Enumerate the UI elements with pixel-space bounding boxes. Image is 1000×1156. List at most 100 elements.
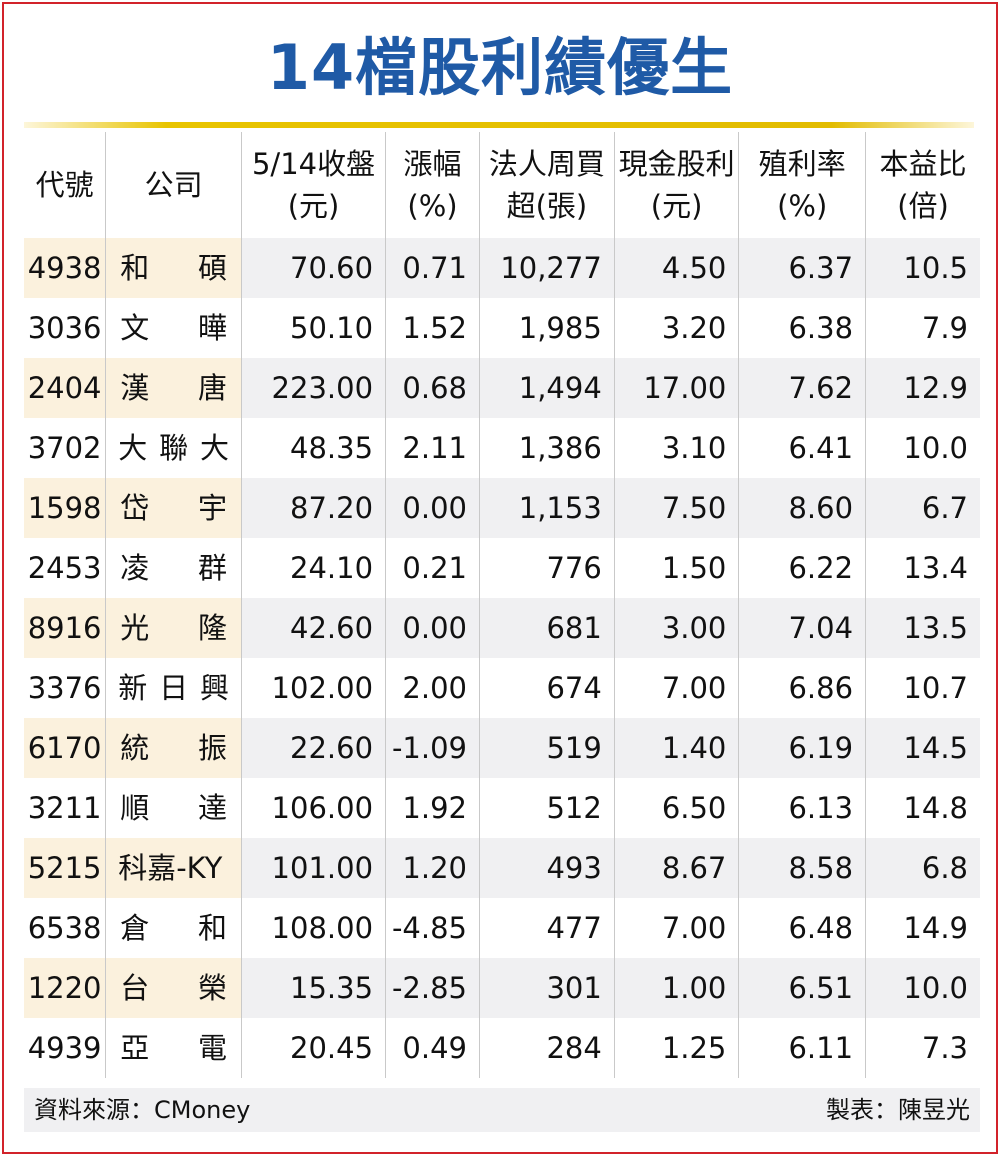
cell-cash: 1.40: [614, 718, 740, 778]
table-header-row: 代號 公司 5/14收盤 (元) 漲幅 (%) 法人周買 超(張) 現金股利 (元) 殖…: [24, 132, 980, 238]
header-institutional-net-buy: 法人周買 超(張): [479, 132, 615, 238]
company-name-part: 凌: [120, 551, 150, 585]
cell-inst: 776: [479, 538, 615, 598]
company-name-part: 碩: [198, 251, 228, 285]
cell-pe: 12.9: [865, 358, 980, 418]
cell-inst: 1,386: [479, 418, 615, 478]
cell-company: 新日興: [105, 658, 243, 718]
table-row: 6170 統振 22.60 -1.09 519 1.40 6.19 14.5: [24, 718, 980, 778]
company-name-part: 亞: [120, 1031, 150, 1065]
cell-change: 0.21: [385, 538, 480, 598]
company-name-part: 達: [198, 791, 228, 825]
cell-company: 統振: [105, 718, 243, 778]
cell-change: -2.85: [385, 958, 480, 1018]
cell-change: -4.85: [385, 898, 480, 958]
company-name-part: 日: [159, 671, 189, 705]
company-name-part: 新: [118, 671, 148, 705]
cell-pe: 10.0: [865, 958, 980, 1018]
table-row: 8916 光隆 42.60 0.00 681 3.00 7.04 13.5: [24, 598, 980, 658]
cell-yield: 7.04: [738, 598, 867, 658]
cell-change: 1.20: [385, 838, 480, 898]
cell-cash: 7.00: [614, 658, 740, 718]
cell-change: 2.00: [385, 658, 480, 718]
cell-code: 3702: [24, 418, 107, 478]
cell-close: 20.45: [241, 1018, 387, 1078]
cell-close: 42.60: [241, 598, 387, 658]
cell-inst: 512: [479, 778, 615, 838]
cell-inst: 674: [479, 658, 615, 718]
cell-company: 順達: [105, 778, 243, 838]
cell-pe: 7.3: [921, 1031, 968, 1065]
cell-cash: 3.20: [614, 298, 740, 358]
header-company: 公司: [105, 132, 243, 238]
cell-code: 5215: [24, 838, 107, 898]
cell-code: 8916: [24, 598, 107, 658]
table-row: 4938 和碩 70.60 0.71 10,277 4.50 6.37 10.5: [24, 238, 980, 298]
cell-yield: 6.11: [738, 1018, 867, 1078]
cell-yield: 6.51: [738, 958, 867, 1018]
company-name-part: 宇: [198, 491, 228, 525]
cell-pe: 13.4: [903, 551, 968, 585]
cell-code: 3036: [24, 298, 107, 358]
cell-change: 0.49: [385, 1018, 480, 1078]
cell-code: 1220: [24, 958, 107, 1018]
footer-bar: 資料來源：CMoney 製表：陳昱光: [24, 1088, 980, 1132]
cell-yield: 6.37: [738, 238, 867, 298]
company-name-part: 倉: [120, 911, 150, 945]
table-row: 1220 台榮 15.35 -2.85 301 1.00 6.51 10.0: [24, 958, 980, 1018]
cell-company: 光隆: [105, 598, 243, 658]
cell-code: 3211: [24, 778, 107, 838]
cell-cash: 4.50: [614, 238, 740, 298]
company-name-part: 順: [120, 791, 150, 825]
table-row: 5215 科嘉-KY 101.00 1.20 493 8.67 8.58 6.8: [24, 838, 980, 898]
cell-close: 87.20: [241, 478, 387, 538]
cell-change: 0.71: [385, 238, 480, 298]
company-name-part: 科嘉-KY: [118, 851, 223, 885]
cell-pe: 10.5: [865, 238, 980, 298]
table-row: 6538 倉和 108.00 -4.85 477 7.00 6.48 14.9: [24, 898, 980, 958]
cell-company: 和碩: [105, 238, 243, 298]
cell-close: 50.10: [241, 298, 387, 358]
cell-pe: 14.5: [865, 718, 980, 778]
cell-close: 223.00: [241, 358, 387, 418]
table-row: 3702 大聯大 48.35 2.11 1,386 3.10 6.41 10.0: [24, 418, 980, 478]
cell-cash: 3.00: [614, 598, 740, 658]
company-name-part: 文: [120, 311, 150, 345]
cell-close: 24.10: [241, 538, 387, 598]
company-name-part: 統: [120, 731, 150, 765]
cell-code: 2404: [24, 358, 107, 418]
cell-cash: 1.25: [614, 1018, 740, 1078]
cell-cash: 17.00: [614, 358, 740, 418]
cell-cash: 7.00: [614, 898, 740, 958]
cell-close: 108.00: [241, 898, 387, 958]
cell-yield: 6.19: [738, 718, 867, 778]
company-name-part: 台: [120, 971, 150, 1005]
header-pe-ratio: 本益比 (倍): [879, 147, 967, 223]
company-name-part: 聯: [159, 431, 189, 465]
cell-code: 6170: [24, 718, 107, 778]
cell-company: 岱宇: [105, 478, 243, 538]
cell-company: 漢唐: [105, 358, 243, 418]
cell-inst: 284: [479, 1018, 615, 1078]
maker-credit: 製表：陳昱光: [826, 1096, 970, 1124]
dividend-table: 代號 公司 5/14收盤 (元) 漲幅 (%) 法人周買 超(張) 現金股利 (元) 殖…: [24, 132, 980, 1078]
cell-cash: 3.10: [614, 418, 740, 478]
company-name-part: 大: [118, 431, 148, 465]
company-name-part: 振: [198, 731, 228, 765]
cell-code: 4938: [24, 238, 107, 298]
cell-yield: 6.48: [738, 898, 867, 958]
cell-cash: 7.50: [614, 478, 740, 538]
cell-yield: 8.60: [738, 478, 867, 538]
cell-code: 4939: [24, 1018, 107, 1078]
cell-change: 0.00: [385, 478, 480, 538]
company-name-part: 曄: [198, 311, 228, 345]
cell-inst: 301: [479, 958, 615, 1018]
company-name-part: 大: [200, 431, 230, 465]
header-yield: 殖利率 (%): [738, 132, 867, 238]
company-name-part: 榮: [198, 971, 228, 1005]
company-name-part: 岱: [120, 491, 150, 525]
cell-inst: 10,277: [479, 238, 615, 298]
company-name-part: 和: [198, 911, 228, 945]
cell-cash: 1.00: [614, 958, 740, 1018]
company-name-part: 漢: [120, 371, 150, 405]
